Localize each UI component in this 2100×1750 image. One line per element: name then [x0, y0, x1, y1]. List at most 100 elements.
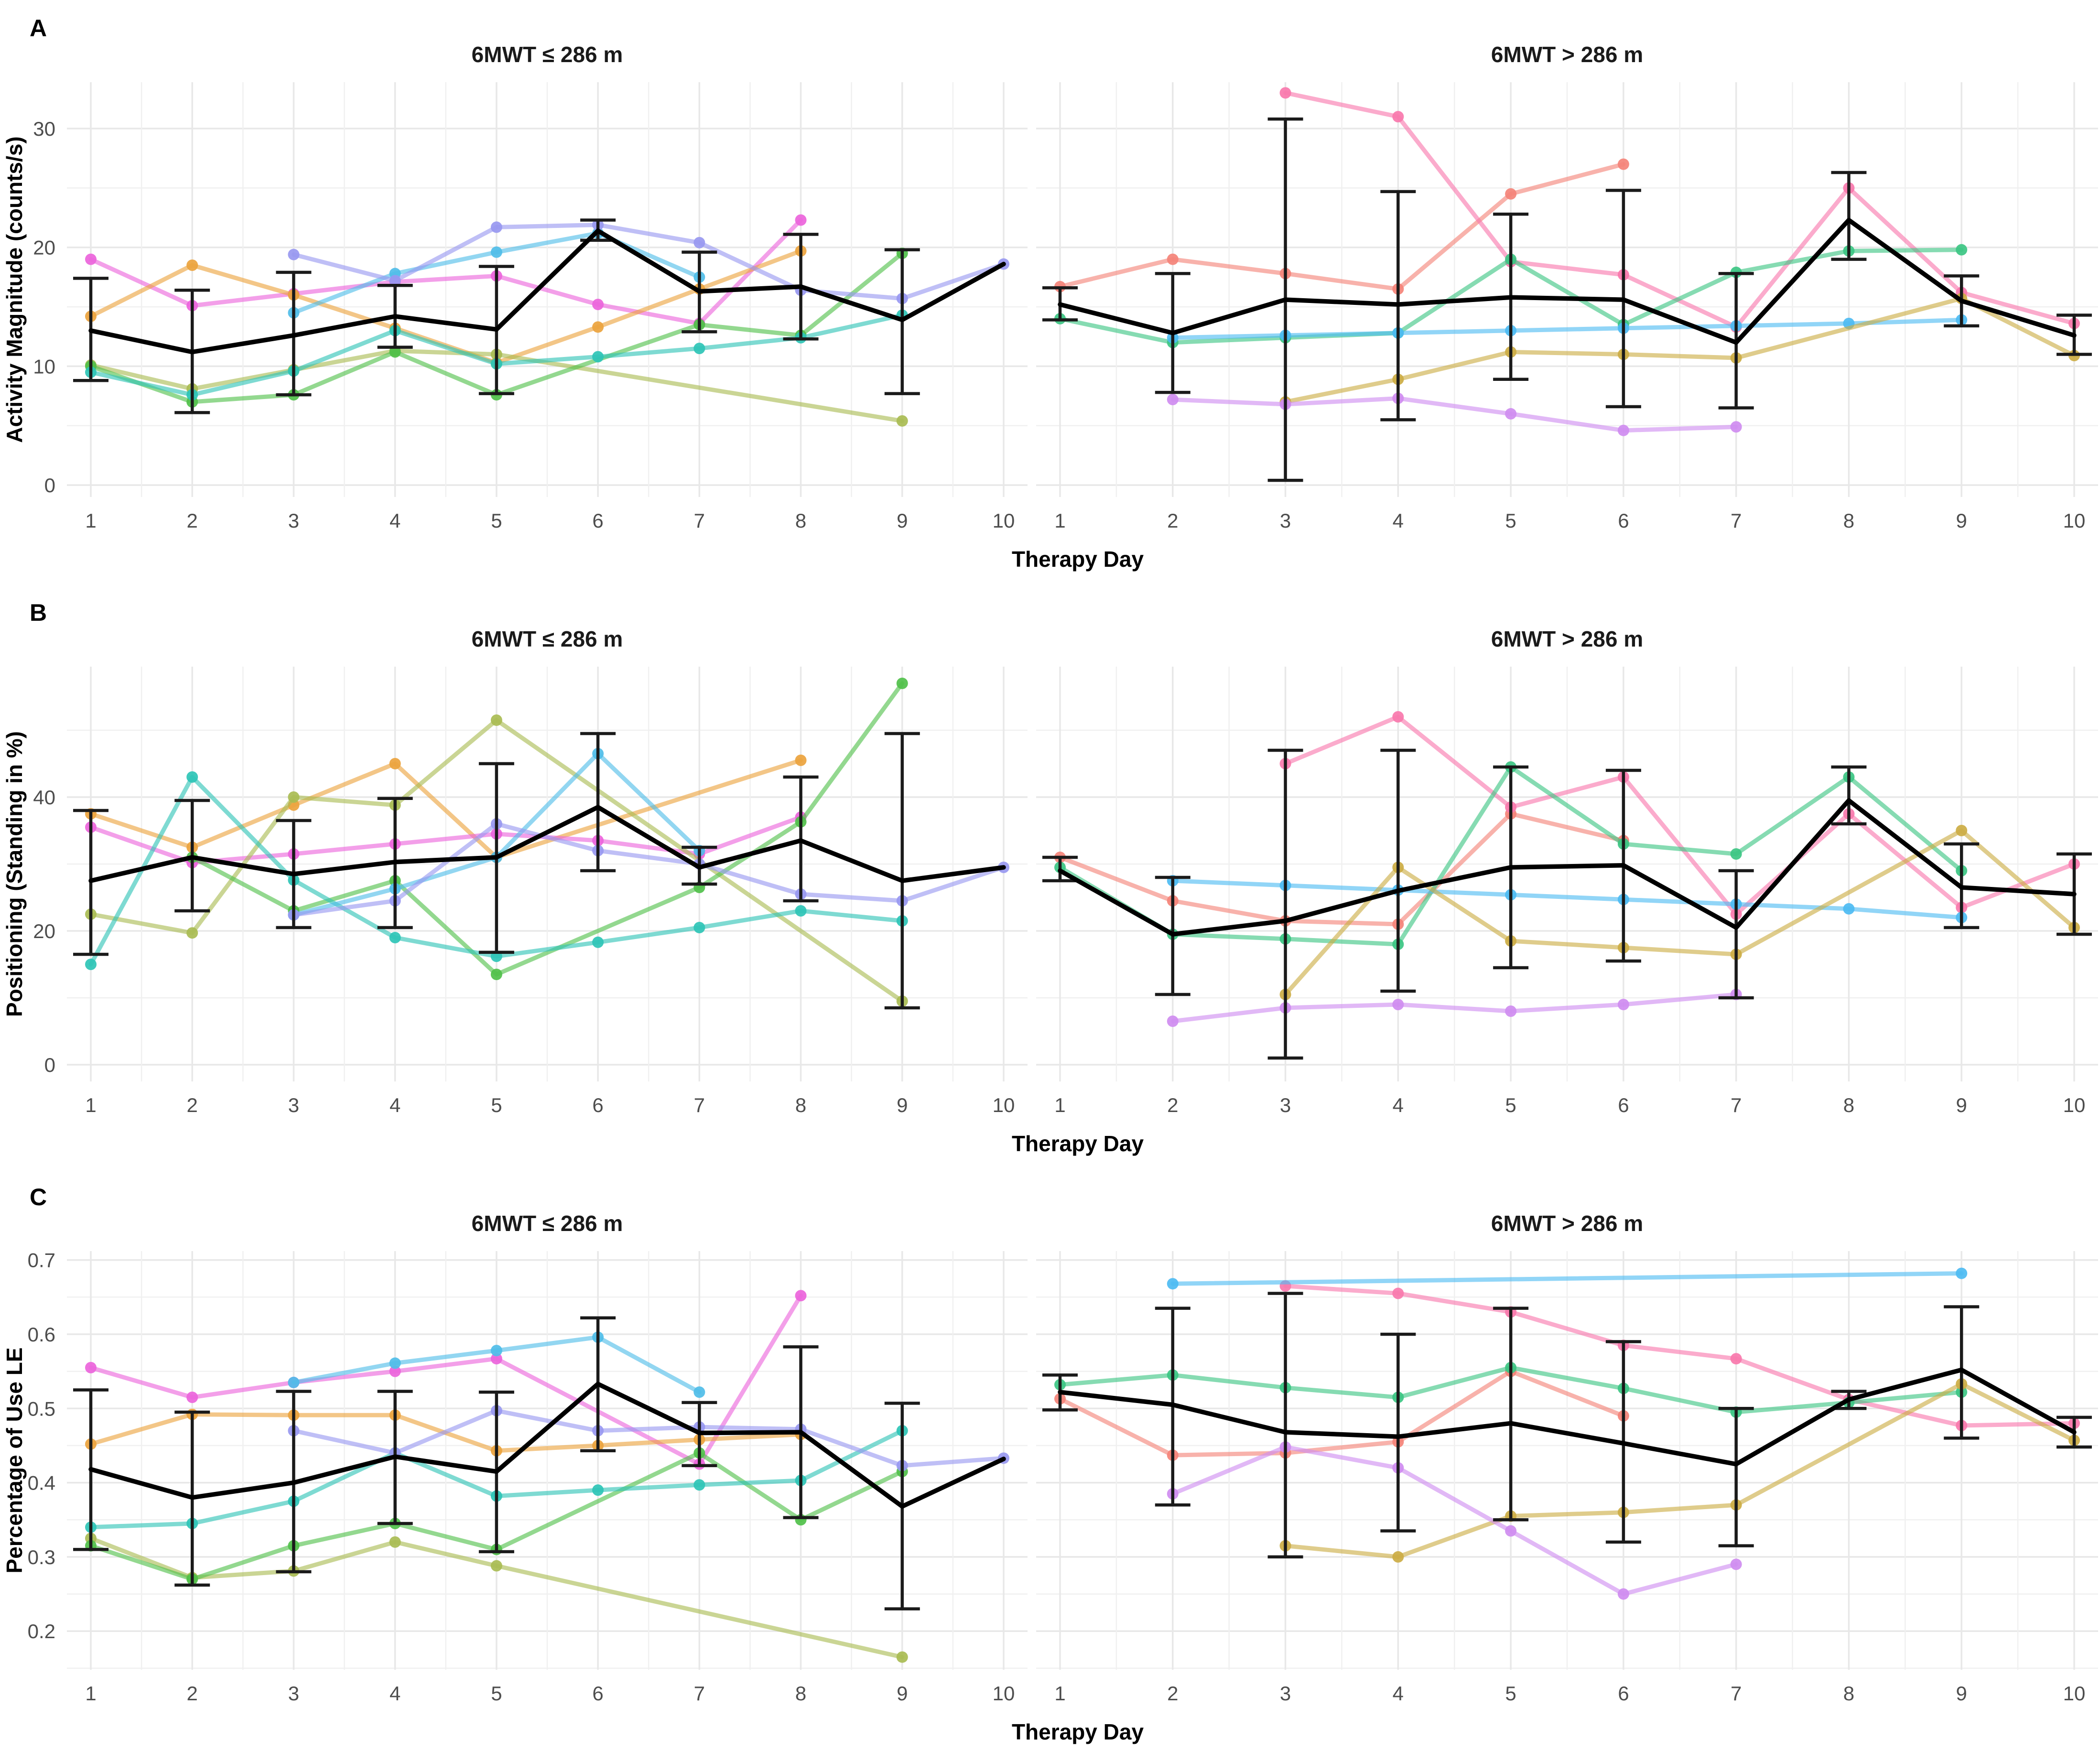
- facet-title: 6MWT ≤ 286 m: [472, 1211, 623, 1236]
- patient-teal-point: [389, 932, 401, 943]
- x-tick-label: 6: [592, 1682, 603, 1705]
- x-tick-label: 7: [694, 1682, 705, 1705]
- facet-title: 6MWT ≤ 286 m: [472, 42, 623, 67]
- patient-cyan-point: [389, 1357, 401, 1369]
- x-tick-label: 5: [491, 509, 502, 532]
- patient-cyan-point: [490, 1345, 502, 1357]
- facet-title: 6MWT > 286 m: [1491, 1211, 1643, 1236]
- x-tick-label: 5: [491, 1094, 502, 1116]
- x-tick-label: 10: [2063, 1094, 2086, 1116]
- patient-violet-point: [1617, 999, 1629, 1010]
- x-axis-label: Therapy Day: [1012, 1131, 1144, 1156]
- x-tick-label: 10: [993, 1094, 1015, 1116]
- panel-row-a: A Activity Magnitude (counts/s) Therapy Da…: [0, 0, 2100, 584]
- patient-series: [85, 1290, 1009, 1663]
- patient-skyblue-point: [1956, 1267, 1968, 1279]
- patient-teal-point: [693, 922, 705, 933]
- x-tick-label: 4: [1393, 1094, 1404, 1116]
- patient-orange-point: [186, 259, 198, 271]
- patient-orange-point: [795, 755, 807, 766]
- x-tick-label: 2: [187, 1094, 198, 1116]
- x-tick-label: 6: [592, 1094, 603, 1116]
- y-tick-label: 0: [44, 474, 55, 497]
- x-tick-label: 8: [1843, 1682, 1854, 1705]
- patient-magenta-point: [795, 214, 807, 226]
- x-tick-label: 1: [1054, 1682, 1065, 1705]
- mean-line: [1058, 798, 2077, 937]
- patient-violet-point: [1617, 1588, 1629, 1600]
- patient-cyan-point: [490, 246, 502, 258]
- patient-teal-point: [186, 771, 198, 783]
- x-tick-label: 6: [1618, 1094, 1629, 1116]
- mean-line: [1058, 217, 2077, 345]
- patient-periwinkle-point: [693, 237, 705, 248]
- patient-cyan-point: [288, 1376, 300, 1388]
- panel-label: A: [30, 15, 47, 42]
- panel-b-chart: B Positioning (Standing in %) Therapy Day 6…: [2, 599, 2098, 1156]
- patient-skyblue-line: [1170, 878, 1964, 920]
- x-tick-label: 1: [85, 1682, 96, 1705]
- x-tick-label: 1: [1054, 1094, 1065, 1116]
- patient-teal-point: [592, 1484, 604, 1496]
- facet-title: 6MWT > 286 m: [1491, 627, 1643, 651]
- x-tick-label: 6: [1618, 509, 1629, 532]
- patient-salmon-point: [1505, 188, 1517, 200]
- patient-violet-point: [1505, 1525, 1517, 1537]
- patient-olive-point: [896, 415, 908, 427]
- x-tick-label: 9: [897, 509, 908, 532]
- y-axis-label: Positioning (Standing in %): [2, 731, 27, 1017]
- patient-periwinkle-line: [291, 821, 1006, 917]
- x-tick-label: 8: [795, 509, 806, 532]
- x-tick-label: 7: [694, 509, 705, 532]
- patient-violet-point: [1167, 394, 1179, 406]
- x-tick-label: 7: [1731, 1094, 1742, 1116]
- patient-rose-point: [1392, 1287, 1404, 1299]
- x-tick-label: 4: [1393, 1682, 1404, 1705]
- patient-teal-point: [693, 1479, 705, 1491]
- mean-line: [1058, 1367, 2077, 1467]
- y-axis-label: Percentage of Use LE: [2, 1348, 27, 1574]
- patient-springgreen-point: [1956, 244, 1968, 256]
- patient-olive-line: [88, 348, 905, 423]
- patient-orange-point: [389, 758, 401, 769]
- patient-salmon-point: [1617, 158, 1629, 170]
- patient-violet-line: [1170, 992, 1739, 1024]
- facet-left: 6MWT ≤ 286 m 1 2 3 4 5 6 7 8 9 10 0 10 20 30: [33, 42, 1028, 532]
- patient-green-line: [88, 1451, 905, 1581]
- x-tick-label: 3: [288, 509, 299, 532]
- patient-salmon-line: [1058, 1369, 1626, 1458]
- panel-c-chart: C Percentage of Use LE Therapy Day 6MWT ≤ 2…: [2, 1184, 2098, 1744]
- patient-teal-point: [85, 959, 97, 970]
- patient-salmon-point: [1167, 253, 1179, 265]
- patient-periwinkle-point: [288, 248, 300, 260]
- patient-teal-point: [592, 351, 604, 363]
- facet-left: 6MWT ≤ 286 m 1 2 3 4 5 6 7 8 9 10 0.2 0.3 0.4 0.5 0.6 0.…: [28, 1211, 1028, 1705]
- panel-label: B: [30, 599, 47, 626]
- patient-rose-point: [1279, 87, 1291, 99]
- patient-springgreen-point: [1730, 848, 1742, 860]
- patient-skyblue-point: [1843, 903, 1855, 915]
- x-tick-label: 7: [1731, 509, 1742, 532]
- patient-magenta-point: [592, 299, 604, 311]
- x-tick-label: 5: [1505, 1682, 1516, 1705]
- y-tick-label: 10: [33, 355, 55, 378]
- y-tick-label: 30: [33, 118, 55, 140]
- patient-magenta-point: [85, 253, 97, 265]
- patient-violet-point: [1392, 999, 1404, 1010]
- x-tick-label: 9: [1956, 1094, 1967, 1116]
- x-tick-label: 5: [1505, 1094, 1516, 1116]
- patient-olive-point: [490, 714, 502, 726]
- patient-olive-point: [186, 927, 198, 939]
- patient-rose-point: [1392, 111, 1404, 123]
- patient-magenta-point: [795, 1290, 807, 1302]
- x-tick-label: 4: [390, 1094, 401, 1116]
- patient-olive-point: [490, 1560, 502, 1572]
- patient-orange-point: [592, 321, 604, 333]
- y-tick-label: 0.2: [28, 1620, 55, 1642]
- x-tick-label: 9: [1956, 1682, 1967, 1705]
- patient-magenta-point: [389, 1365, 401, 1377]
- patient-rose-line: [1283, 714, 2077, 917]
- x-tick-label: 1: [1054, 509, 1065, 532]
- x-tick-label: 6: [592, 509, 603, 532]
